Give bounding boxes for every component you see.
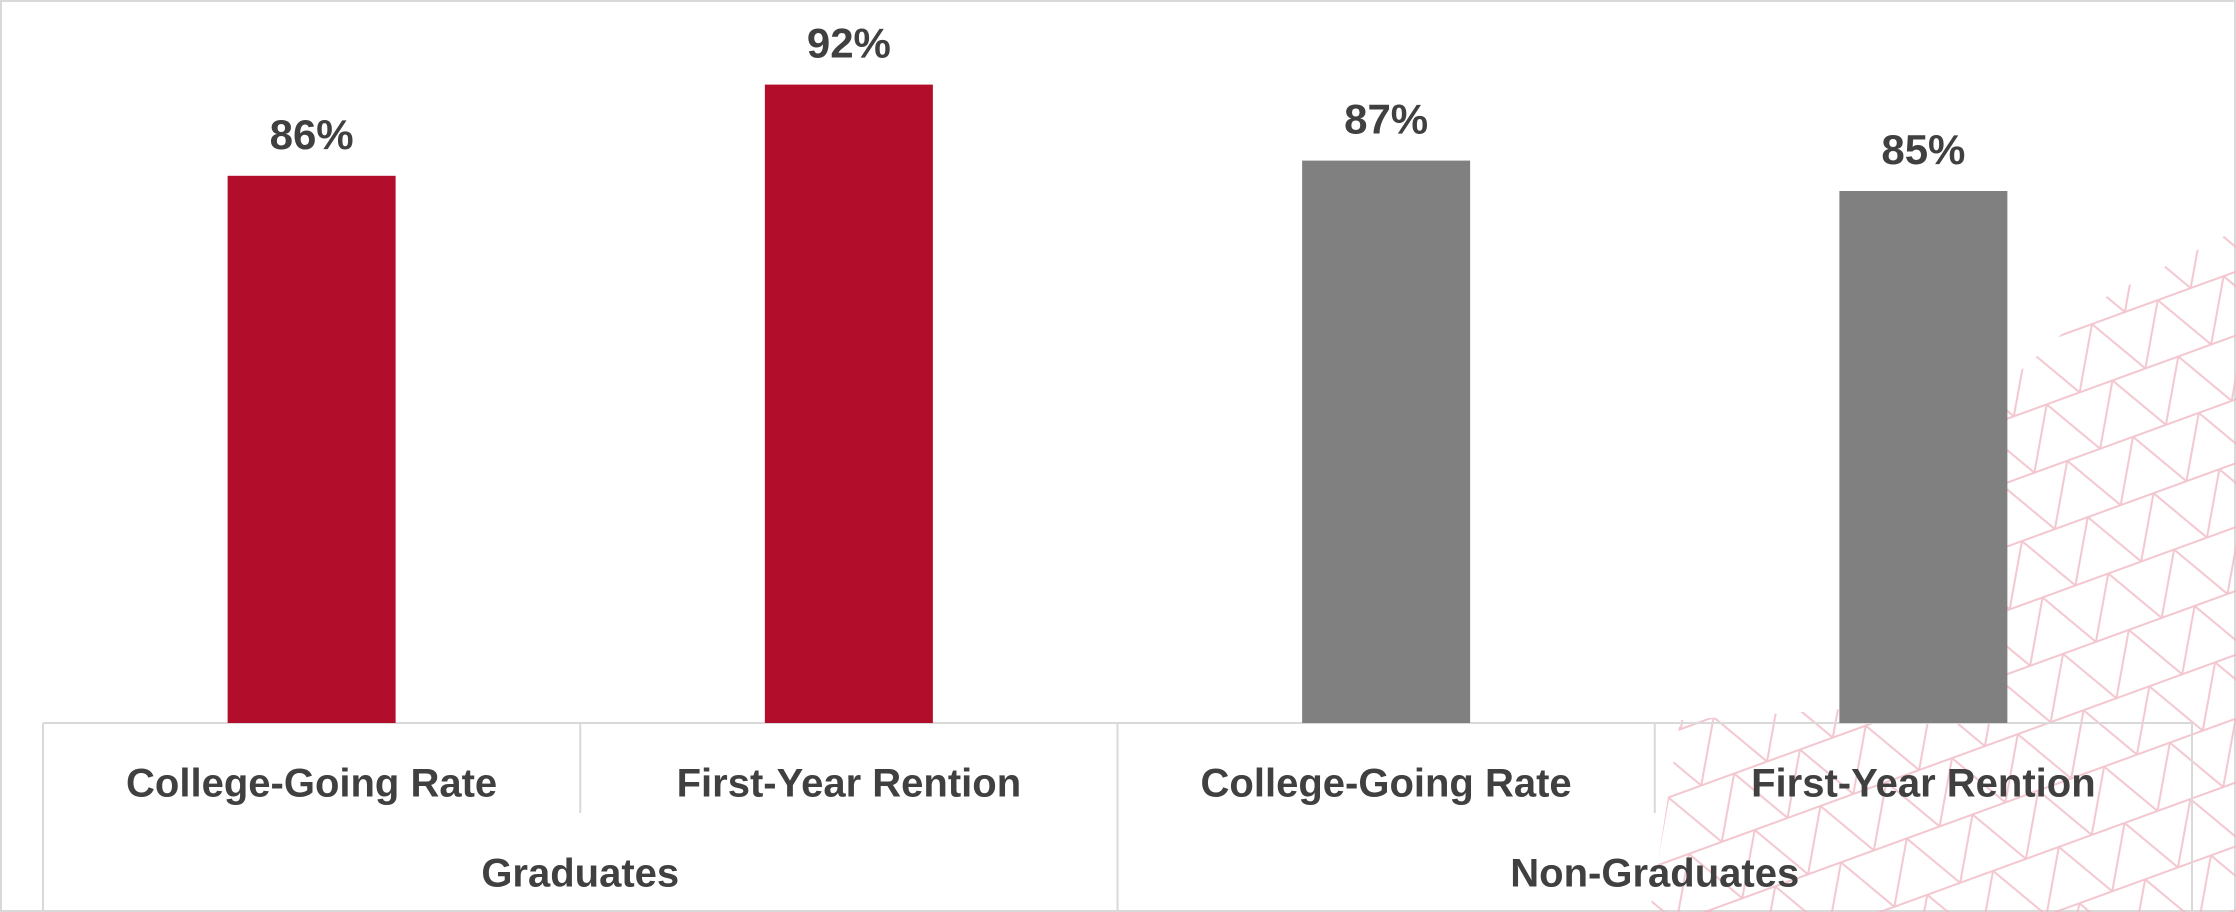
data-label: 92%: [807, 20, 891, 67]
bar: [1839, 191, 2008, 723]
bar: [1302, 160, 1471, 724]
bar: [227, 175, 396, 724]
x-tick-label: First-Year Rention: [677, 762, 1022, 806]
data-label: 86%: [270, 111, 354, 158]
x-tick-label: College-Going Rate: [1201, 762, 1572, 806]
x-tick-label: First-Year Rention: [1751, 762, 2096, 806]
data-label: 87%: [1344, 96, 1428, 143]
group-label: Graduates: [481, 852, 679, 896]
x-tick-label: College-Going Rate: [126, 762, 497, 806]
group-label: Non-Graduates: [1510, 852, 1799, 896]
bar: [764, 84, 933, 724]
data-label: 85%: [1881, 126, 1965, 173]
